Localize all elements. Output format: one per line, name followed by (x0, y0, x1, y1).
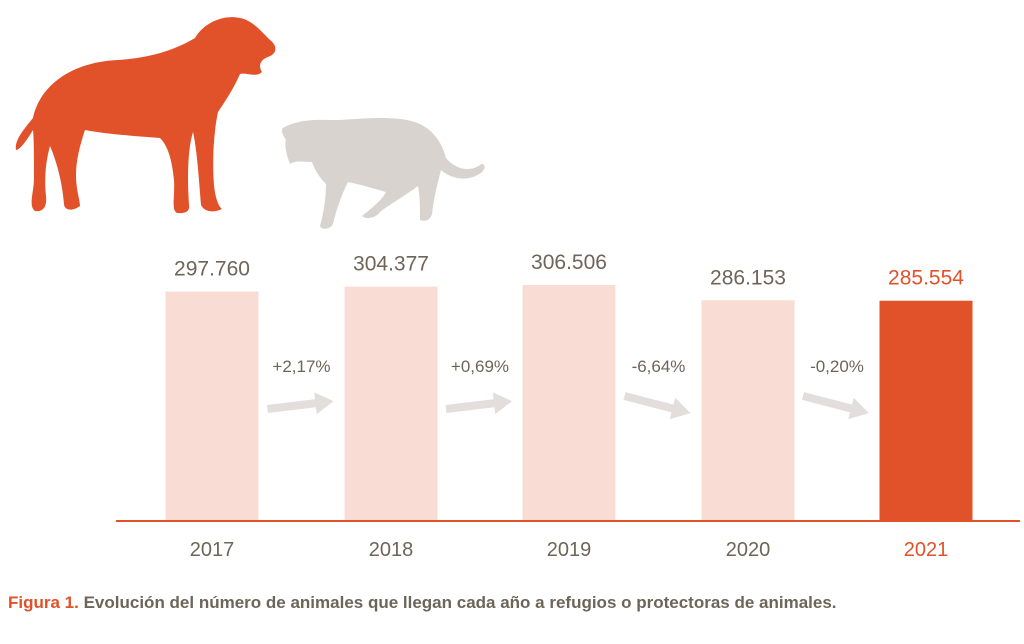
change-arrow-1 (314, 392, 334, 415)
change-label-3: -6,64% (632, 357, 686, 376)
bar-2018 (344, 286, 438, 521)
tick-label-2017: 2017 (190, 539, 235, 561)
bar-2017 (165, 291, 259, 521)
change-arrow-3 (669, 397, 691, 420)
change-label-4: -0,20% (810, 357, 864, 376)
change-arrow-2 (492, 392, 512, 415)
value-label-2019: 306.506 (531, 251, 607, 274)
tick-label-2018: 2018 (369, 539, 414, 561)
change-arrow-shaft-1 (267, 399, 318, 413)
change-arrow-4 (848, 397, 869, 420)
value-label-2021: 285.554 (888, 267, 964, 290)
change-label-1: +2,17% (272, 357, 330, 376)
change-arrow-shaft-2 (445, 399, 497, 413)
value-label-2020: 286.153 (710, 266, 786, 289)
change-arrow-shaft-3 (623, 392, 676, 413)
caption-text: Evolución del número de animales que lle… (83, 593, 837, 612)
change-arrow-shaft-4 (801, 392, 855, 413)
caption-prefix: Figura 1. (8, 593, 79, 612)
cat-icon (282, 118, 485, 229)
chart: 297.760 304.377 306.506 286.153 285.554 +2,1… (15, 17, 1020, 561)
bar-2021 (879, 300, 973, 521)
tick-label-2019: 2019 (547, 539, 592, 561)
dog-icon (15, 17, 276, 214)
bar-2020 (701, 300, 795, 521)
value-label-2018: 304.377 (353, 253, 429, 276)
figure-caption: Figura 1. Evolución del número de animal… (8, 593, 837, 613)
tick-label-2020: 2020 (726, 539, 771, 561)
value-label-2017: 297.760 (174, 258, 250, 281)
change-label-2: +0,69% (451, 357, 509, 376)
bar-2019 (522, 285, 616, 521)
tick-label-2021: 2021 (904, 539, 949, 561)
